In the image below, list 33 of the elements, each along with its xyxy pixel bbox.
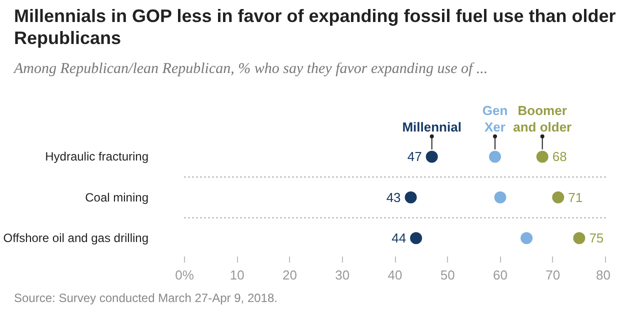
x-tick-label: 50 <box>440 268 455 283</box>
x-tick-label: 70 <box>546 268 560 283</box>
point <box>404 192 417 204</box>
point <box>552 192 564 204</box>
chart-title: Millennials in GOP less in favor of expanding fossil fuel use than older Republicans <box>14 5 617 49</box>
source-note: Source: Survey conducted March 27-Apr 9, 2018. <box>14 290 278 308</box>
point <box>536 151 548 164</box>
point <box>488 151 501 164</box>
x-tick-label: 40 <box>388 268 402 283</box>
point <box>573 232 586 244</box>
x-tick-label: 60 <box>493 268 508 283</box>
point <box>426 151 438 164</box>
x-tick-label: 0% <box>175 268 194 283</box>
data-label: 71 <box>568 190 583 206</box>
y-tick-label: Offshore oil and gas drilling <box>3 232 149 246</box>
series-label: Millennial <box>402 120 462 135</box>
y-tick-label: Hydraulic fracturing <box>45 150 149 164</box>
data-label: 44 <box>392 231 406 246</box>
data-label: 43 <box>386 190 401 206</box>
y-tick-label: Coal mining <box>85 190 149 205</box>
data-label: 75 <box>589 231 604 246</box>
x-tick-label: 20 <box>282 268 297 283</box>
data-label: 47 <box>407 150 422 165</box>
x-tick-label: 80 <box>596 268 611 283</box>
point <box>494 192 506 204</box>
x-tick-label: 10 <box>230 268 244 283</box>
series-label: Gen Xer <box>482 103 508 135</box>
point <box>520 232 533 244</box>
x-tick-label: 30 <box>335 268 350 283</box>
chart-subtitle: Among Republican/lean Republican, % who say they favor expanding use of ... <box>14 60 488 79</box>
point <box>410 232 422 244</box>
data-label: 68 <box>552 150 567 165</box>
text: Boomer and older <box>513 103 572 135</box>
